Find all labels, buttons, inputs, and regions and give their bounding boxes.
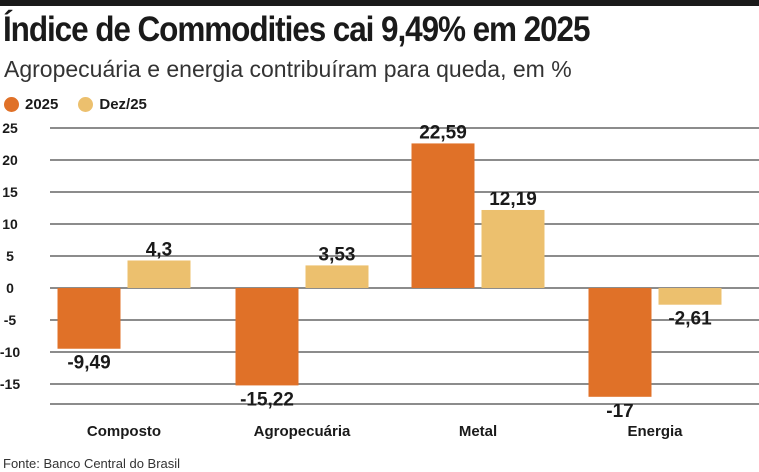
legend-swatch-dez25	[78, 97, 94, 112]
bar	[588, 288, 652, 397]
bar-value-label: -17	[606, 401, 633, 422]
legend: 2025 Dez/25	[4, 96, 167, 113]
chart-title: Índice de Commodities cai 9,49% em 2025	[3, 10, 590, 49]
source-note: Fonte: Banco Central do Brasil	[3, 456, 181, 471]
bar	[305, 265, 369, 288]
chart-subtitle: Agropecuária e energia contribuíram para…	[4, 56, 572, 82]
category-label: Energia	[627, 423, 683, 440]
legend-item-dez25: Dez/25	[78, 96, 147, 113]
y-tick-label: 15	[2, 184, 18, 200]
bar	[127, 260, 191, 288]
bar-value-label: -9,49	[67, 353, 110, 374]
bar-value-label: 3,53	[319, 244, 356, 265]
bar-value-label: 12,19	[489, 189, 537, 210]
bar-value-label: -15,22	[240, 389, 294, 410]
y-tick-label: 25	[2, 120, 18, 136]
legend-swatch-2025	[4, 97, 19, 112]
bar	[57, 288, 121, 349]
bar-value-label: 22,59	[419, 122, 467, 143]
bar	[235, 288, 299, 386]
bar-value-label: 4,3	[146, 239, 172, 260]
legend-label-2025: 2025	[25, 96, 59, 113]
category-label: Metal	[459, 423, 497, 440]
legend-item-2025: 2025	[4, 96, 58, 113]
bar	[658, 288, 722, 305]
category-label: Agropecuária	[254, 423, 351, 440]
bar-value-label: -2,61	[668, 309, 712, 330]
bar	[411, 143, 475, 288]
bar	[481, 209, 545, 288]
y-tick-label: -15	[0, 376, 20, 392]
y-tick-label: 5	[6, 248, 14, 264]
y-tick-label: 10	[2, 216, 18, 232]
legend-label-dez25: Dez/25	[99, 96, 147, 113]
y-tick-label: -10	[0, 344, 20, 360]
y-tick-label: 20	[2, 152, 18, 168]
category-label: Composto	[87, 423, 161, 440]
top-rule	[0, 0, 759, 6]
y-tick-label: 0	[6, 280, 14, 296]
y-tick-label: -5	[4, 312, 17, 328]
